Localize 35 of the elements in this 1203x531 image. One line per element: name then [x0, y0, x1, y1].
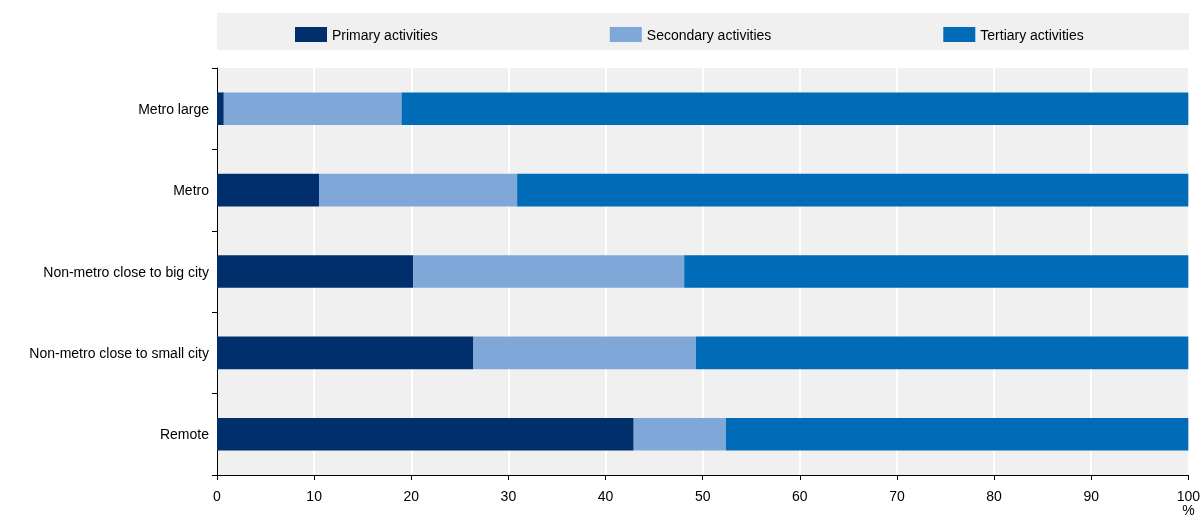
y-tick-label: Non-metro close to small city	[29, 344, 209, 361]
x-axis-title: %	[1182, 502, 1195, 518]
x-tick-label: 70	[889, 488, 905, 504]
x-tick-label: 30	[500, 488, 517, 504]
bar	[217, 173, 319, 207]
x-tick-label: 80	[986, 488, 1003, 504]
x-tick-label: 20	[403, 488, 420, 504]
bar	[217, 255, 414, 288]
legend-label: Secondary activities	[646, 26, 772, 43]
x-tick-label: 50	[694, 488, 711, 504]
bar	[217, 336, 474, 370]
bar	[217, 418, 634, 451]
bar	[473, 336, 696, 370]
y-tick-label: Metro	[173, 182, 210, 199]
bar	[633, 418, 726, 451]
x-tick-label: 60	[792, 488, 808, 504]
y-tick-label: Non-metro close to big city	[43, 263, 209, 280]
bar	[695, 336, 1189, 370]
x-tick-label: 10	[306, 488, 323, 504]
bar	[223, 92, 402, 125]
y-tick-label: Metro large	[138, 100, 210, 117]
legend-label: Tertiary activities	[980, 26, 1084, 43]
bar	[318, 173, 518, 207]
bar	[217, 92, 224, 125]
x-tick-label: 100	[1176, 488, 1201, 504]
bar	[725, 418, 1189, 451]
bar	[517, 173, 1189, 207]
bar	[401, 92, 1189, 125]
x-tick-label: 40	[597, 488, 614, 504]
x-tick-label: 0	[213, 488, 222, 504]
x-tick-label: 90	[1083, 488, 1100, 504]
y-tick-label: Remote	[159, 426, 210, 443]
legend-label: Primary activities	[332, 26, 438, 43]
bar	[413, 255, 685, 288]
bar	[684, 255, 1189, 288]
